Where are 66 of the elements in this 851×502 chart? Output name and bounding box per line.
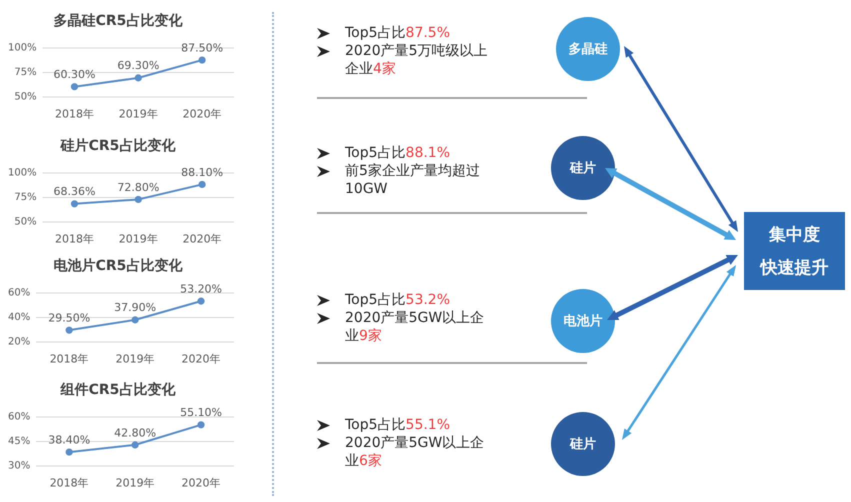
text: Top5占比87.5%: [345, 25, 450, 41]
x-tick-label: 2018年: [54, 232, 94, 246]
data-label: 53.20%: [180, 282, 222, 296]
y-tick-label: 60%: [8, 287, 30, 298]
x-tick-label: 2020年: [182, 107, 222, 120]
text: Top5占比88.1%: [345, 145, 450, 161]
x-tick-label: 2020年: [182, 352, 221, 366]
y-tick-label: 60%: [8, 411, 30, 422]
point: [197, 421, 205, 428]
data-label: 29.50%: [48, 312, 90, 325]
data-label: 38.40%: [48, 433, 90, 446]
text: Top5占比55.1%: [345, 417, 450, 433]
text: 多晶硅: [568, 41, 608, 58]
data-label: 69.30%: [117, 59, 160, 72]
data-label: 42.80%: [114, 426, 156, 440]
data-label: 60.30%: [54, 68, 96, 82]
chart-title: 硅片CR5占比变化: [60, 137, 176, 154]
point: [132, 316, 139, 324]
y-tick-label: 100%: [8, 167, 37, 178]
text: 前5家企业产量均超过10GW: [345, 163, 480, 197]
point: [198, 180, 206, 188]
data-label: 37.90%: [114, 301, 156, 314]
text: 硅片: [570, 436, 596, 453]
point: [197, 298, 205, 305]
y-tick-label: 45%: [8, 436, 30, 447]
text: 集中度: [769, 224, 820, 246]
text: 快速提升: [760, 256, 828, 278]
y-tick-label: 100%: [8, 42, 37, 54]
chart-title: 电池片CR5占比变化: [54, 257, 184, 274]
x-tick-label: 2019年: [116, 352, 155, 366]
data-label: 72.80%: [117, 180, 160, 194]
x-tick-label: 2018年: [54, 107, 94, 120]
point: [134, 196, 142, 204]
y-tick-label: 40%: [8, 312, 30, 323]
y-tick-label: 50%: [14, 91, 37, 102]
point: [70, 200, 78, 208]
x-tick-label: 2018年: [50, 352, 89, 366]
text: 硅片: [570, 160, 596, 177]
point: [134, 74, 142, 82]
text: 电池片: [564, 313, 602, 330]
point: [66, 326, 73, 334]
point: [132, 441, 139, 448]
x-tick-label: 2020年: [182, 232, 222, 246]
chart-title: 组件CR5占比变化: [60, 381, 176, 398]
text: 2020产量5GW以上企业9家: [345, 310, 484, 344]
x-tick-label: 2020年: [182, 476, 221, 490]
y-tick-label: 30%: [8, 460, 30, 472]
x-tick-label: 2019年: [118, 232, 158, 246]
x-tick-label: 2019年: [118, 107, 158, 120]
text: 2020产量5GW以上企业6家: [345, 435, 484, 469]
y-tick-label: 20%: [8, 336, 30, 348]
point: [66, 448, 73, 456]
text: 2020产量5万吨级以上企业4家: [345, 43, 488, 77]
y-tick-label: 75%: [14, 192, 37, 203]
point: [70, 83, 78, 90]
x-tick-label: 2018年: [50, 476, 89, 490]
point: [198, 56, 206, 64]
chart-title: 多晶硅CR5占比变化: [54, 12, 184, 30]
data-label: 55.10%: [180, 406, 222, 420]
text: Top5占比53.2%: [345, 292, 450, 308]
data-label: 88.10%: [181, 166, 224, 179]
y-tick-label: 75%: [14, 66, 37, 78]
data-label: 68.36%: [54, 185, 96, 198]
y-tick-label: 50%: [14, 216, 37, 228]
x-tick-label: 2019年: [116, 476, 155, 490]
data-label: 87.50%: [181, 41, 224, 54]
